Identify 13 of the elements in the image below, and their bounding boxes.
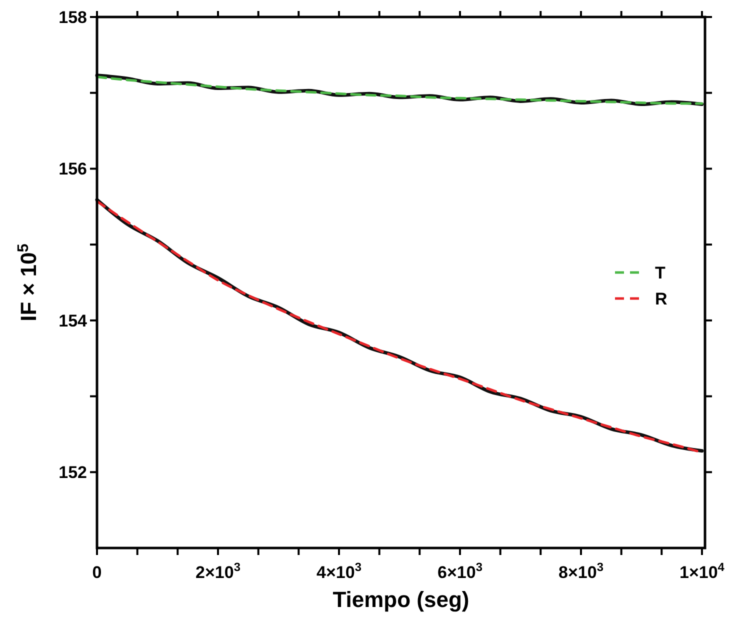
y-tick-label: 154 [58,311,88,330]
x-axis-title: Tiempo (seg) [332,587,470,612]
x-tick-label: 2×10$^{3}$ [196,560,241,582]
y-tick-label: 158 [58,8,87,27]
x-tick-label: 0 [92,563,102,582]
legend-label: T [655,264,666,282]
legend-label: R [655,290,668,308]
x-tick-label: 1×10$^{4}$ [680,560,725,582]
y-tick-label: 156 [58,160,87,179]
x-tick-label: 4×10$^{3}$ [316,560,362,582]
x-tick-label: 6×10$^{3}$ [438,560,483,582]
y-tick-label: 152 [58,463,87,482]
x-tick-label: 8×10$^{3}$ [558,560,604,582]
